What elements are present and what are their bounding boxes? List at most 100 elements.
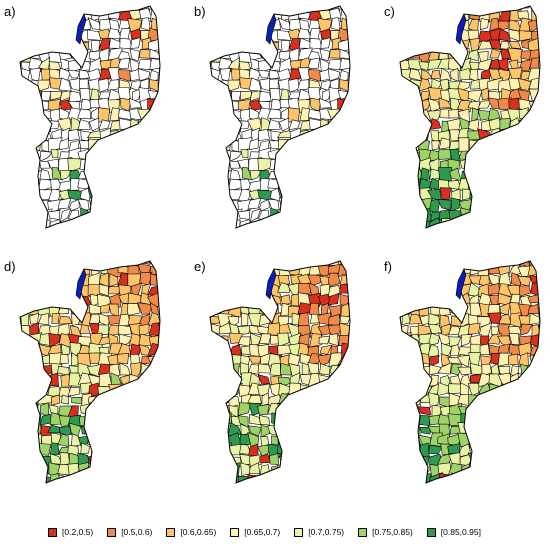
district-polygon xyxy=(20,157,22,173)
district-polygon xyxy=(20,157,33,171)
district-polygon xyxy=(497,482,512,483)
district-polygon xyxy=(507,159,520,169)
district-polygon xyxy=(67,386,80,397)
district-polygon xyxy=(158,273,160,284)
district-polygon xyxy=(351,128,363,138)
district-polygon xyxy=(400,110,413,123)
district-polygon xyxy=(118,139,133,153)
district-polygon xyxy=(469,158,483,170)
district-polygon xyxy=(118,6,130,13)
legend-swatch xyxy=(230,527,240,537)
district-polygon xyxy=(151,111,159,123)
district-polygon xyxy=(210,423,211,438)
district-polygon xyxy=(147,442,160,456)
district-polygon xyxy=(498,404,511,415)
district-polygon xyxy=(20,424,23,436)
district-polygon xyxy=(210,197,211,210)
district-polygon xyxy=(20,294,31,305)
district-polygon xyxy=(249,413,262,426)
district-polygon xyxy=(530,394,540,404)
district-polygon xyxy=(517,275,531,287)
district-polygon xyxy=(271,412,283,426)
district-polygon xyxy=(238,6,251,12)
district-polygon xyxy=(438,273,449,284)
district-polygon xyxy=(400,342,413,355)
district-polygon xyxy=(108,463,121,478)
district-polygon xyxy=(28,282,42,295)
district-polygon xyxy=(339,70,349,82)
district-polygon xyxy=(20,374,33,388)
district-polygon xyxy=(159,323,160,338)
district-polygon xyxy=(127,412,143,426)
district-polygon xyxy=(408,6,423,9)
district-polygon xyxy=(137,392,152,407)
district-polygon xyxy=(159,302,160,316)
district-polygon xyxy=(529,197,540,210)
district-polygon xyxy=(58,487,71,493)
district-polygon xyxy=(529,177,540,192)
district-polygon xyxy=(480,402,491,416)
district-polygon xyxy=(429,17,443,33)
district-polygon xyxy=(318,412,333,428)
district-polygon xyxy=(317,211,333,223)
district-polygon xyxy=(460,474,472,483)
district-polygon xyxy=(417,365,432,376)
district-polygon xyxy=(528,147,540,161)
district-polygon xyxy=(420,284,431,295)
district-polygon xyxy=(439,6,451,13)
district-polygon xyxy=(210,375,212,388)
district-polygon xyxy=(57,8,72,21)
district-polygon xyxy=(210,167,220,182)
district-polygon xyxy=(129,452,141,466)
district-polygon xyxy=(508,29,520,42)
district-polygon xyxy=(148,218,160,228)
district-polygon xyxy=(87,29,102,41)
district-polygon xyxy=(400,108,402,121)
district-polygon xyxy=(327,199,343,211)
district-polygon xyxy=(307,274,323,286)
district-polygon xyxy=(427,6,440,13)
district-polygon xyxy=(519,444,530,456)
district-polygon xyxy=(489,167,502,181)
district-polygon xyxy=(20,261,33,268)
district-polygon xyxy=(331,221,340,228)
district-polygon xyxy=(119,444,132,457)
district-polygon xyxy=(150,159,160,173)
district-polygon xyxy=(109,453,123,468)
district-polygon xyxy=(210,472,213,483)
district-polygon xyxy=(77,6,92,12)
district-polygon xyxy=(58,138,69,151)
district-polygon xyxy=(37,79,51,92)
district-polygon xyxy=(51,293,62,304)
district-polygon xyxy=(319,344,333,355)
legend-label: [0.2,0.5) xyxy=(62,527,94,537)
district-polygon xyxy=(20,30,21,39)
district-polygon xyxy=(538,484,550,494)
district-polygon xyxy=(537,462,540,476)
legend-label: [0.85,0.95] xyxy=(440,527,481,537)
district-polygon xyxy=(307,69,321,82)
district-polygon xyxy=(210,217,212,228)
district-polygon xyxy=(58,426,72,436)
district-polygon xyxy=(20,335,33,347)
district-polygon xyxy=(27,423,43,436)
district-polygon xyxy=(137,422,152,435)
district-polygon xyxy=(400,78,401,92)
district-polygon xyxy=(327,149,342,163)
district-polygon xyxy=(388,265,399,278)
district-polygon xyxy=(157,262,160,277)
district-polygon xyxy=(419,119,431,131)
district-polygon xyxy=(210,292,212,306)
district-polygon xyxy=(227,38,239,53)
legend-swatch xyxy=(294,527,304,537)
district-polygon xyxy=(400,442,412,458)
district-polygon xyxy=(538,262,540,275)
district-polygon xyxy=(329,167,340,180)
district-polygon xyxy=(257,6,272,12)
district-polygon xyxy=(109,273,119,287)
district-polygon xyxy=(400,452,412,463)
district-polygon xyxy=(210,334,213,346)
district-polygon xyxy=(349,263,350,276)
district-polygon xyxy=(218,366,232,378)
district-polygon xyxy=(400,160,412,172)
